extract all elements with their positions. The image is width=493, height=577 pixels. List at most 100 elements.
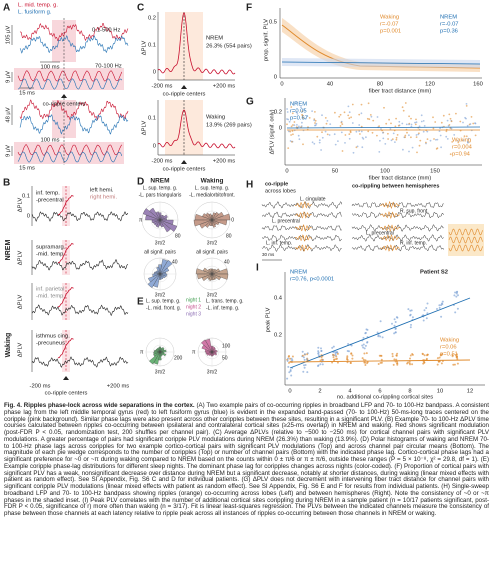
scatter-point — [321, 131, 323, 134]
scatter-point — [408, 150, 410, 153]
scatter-point — [422, 120, 425, 122]
scatter-point — [314, 124, 317, 127]
trace — [261, 234, 342, 242]
scatter-point — [390, 122, 392, 125]
scatter-point — [396, 134, 399, 136]
figure-text: r=0.05 — [290, 109, 307, 115]
rose-wedge — [195, 268, 213, 275]
scatter-point — [474, 134, 477, 137]
scatter-point — [367, 102, 370, 105]
figure-text: 4 — [348, 389, 352, 395]
scatter-point — [395, 138, 398, 141]
rose-wedge — [159, 214, 168, 221]
axis-line — [289, 359, 471, 363]
figure-text: R. inf. temp. — [400, 240, 427, 246]
scatter-point — [465, 117, 467, 120]
rose-wedge — [208, 273, 213, 281]
rose-wedge — [211, 268, 220, 275]
scatter-point — [420, 114, 423, 117]
trace — [17, 151, 123, 163]
scatter-point — [317, 350, 320, 353]
figure-text: 12 — [467, 389, 473, 395]
trace — [57, 338, 74, 359]
scatter-point — [419, 139, 422, 142]
scatter-point — [368, 118, 371, 121]
scatter-point — [394, 141, 396, 144]
scatter-point — [348, 117, 351, 120]
scatter-point — [321, 359, 324, 362]
figure-text: Waking — [201, 178, 224, 185]
trace — [57, 195, 74, 216]
scatter-point — [355, 130, 358, 133]
scatter-point — [303, 108, 306, 111]
trace — [294, 211, 312, 219]
scatter-point — [302, 117, 305, 119]
scatter-point — [287, 130, 290, 133]
scatter-point — [394, 327, 397, 330]
figure-text: 120 — [425, 82, 435, 88]
figure-text: Waking — [380, 15, 399, 21]
scatter-point — [418, 132, 420, 135]
scatter-point — [442, 114, 445, 117]
rose-wedge — [211, 211, 224, 221]
scatter-point — [341, 150, 344, 152]
figure-text: 0.1 — [148, 43, 156, 49]
figure-text: inf. parietal — [36, 287, 64, 293]
scatter-point — [291, 130, 294, 132]
scatter-point — [440, 302, 443, 305]
scatter-point — [395, 358, 398, 361]
scatter-point — [395, 136, 398, 139]
figure-text: L. sup. temp. g. — [143, 185, 177, 191]
scatter-point — [321, 136, 324, 139]
rose-wedge — [153, 273, 161, 288]
scatter-point — [391, 138, 394, 141]
scatter-point — [298, 125, 300, 128]
trace — [281, 61, 481, 65]
scatter-point — [411, 363, 414, 366]
rose-wedge — [204, 349, 213, 353]
figure-text: 0 — [153, 144, 156, 150]
scatter-point — [425, 307, 428, 309]
rose-wedge — [149, 351, 161, 365]
center-marker — [181, 85, 187, 89]
scatter-point — [436, 138, 439, 141]
scatter-point — [410, 117, 412, 120]
scatter-point — [411, 146, 414, 149]
scatter-point — [291, 112, 294, 115]
figure-text: -200 ms — [152, 159, 173, 165]
scatter-point — [336, 351, 339, 354]
scatter-point — [336, 352, 339, 355]
figure-text: L. precentral — [366, 230, 394, 236]
figure-text: 0 — [153, 70, 156, 76]
rose-wedge — [211, 273, 229, 280]
scatter-point — [394, 331, 397, 334]
scatter-point — [409, 357, 411, 360]
figure-text: ΔPLV — [142, 41, 148, 56]
figure-text: 0 — [279, 126, 282, 132]
scatter-point — [317, 354, 320, 357]
scatter-point — [314, 119, 317, 122]
trace — [294, 234, 312, 242]
figure-text: Waking — [440, 338, 459, 344]
scatter-point — [360, 130, 363, 133]
scatter-point — [293, 124, 296, 126]
scatter-point — [410, 309, 413, 312]
scatter-point — [379, 361, 382, 364]
scatter-point — [336, 357, 338, 360]
scatter-point — [446, 119, 449, 122]
scatter-point — [301, 354, 304, 357]
figure-text: p=0.36 — [440, 29, 458, 35]
scatter-point — [426, 302, 429, 305]
scatter-point — [317, 365, 319, 367]
figure-text: 8 — [408, 389, 411, 395]
rose-wedge — [153, 351, 161, 365]
figure-text: right hemi. — [90, 195, 117, 201]
scatter-point — [455, 295, 458, 298]
rose-wedge — [211, 219, 228, 226]
trace — [17, 78, 123, 90]
trace — [379, 200, 400, 209]
scatter-point — [338, 115, 341, 118]
caption: Fig. 4. Ripples phase-lock across wide s… — [4, 402, 489, 518]
scatter-point — [396, 363, 399, 366]
scatter-point — [303, 358, 306, 361]
